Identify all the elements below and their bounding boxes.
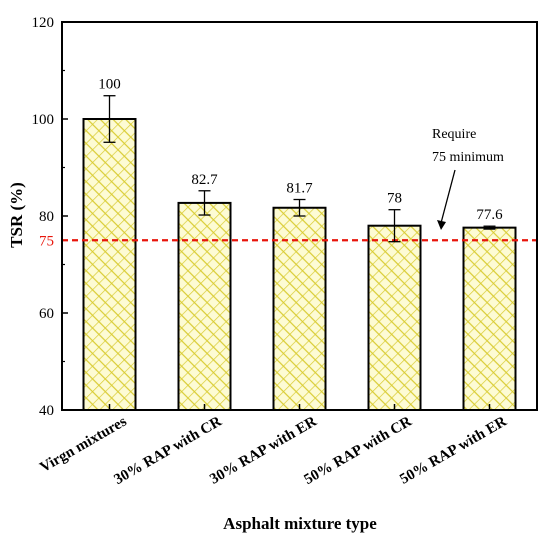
data-label: 100: [98, 77, 121, 93]
plot-area: 75 100 82.7 81.7 78 77.6 40 60 80 100 120 Virgn mix…: [32, 15, 538, 488]
data-label: 82.7: [191, 172, 218, 188]
y-tick-label: 80: [39, 209, 54, 225]
x-category-label: 30% RAP with CR: [111, 414, 224, 489]
annotation-line-1: Require: [432, 127, 476, 142]
bar: [462, 226, 517, 411]
y-axis-title: TSR (%): [7, 182, 26, 248]
x-category-label: 50% RAP with ER: [397, 414, 509, 488]
y-tick-label: 40: [39, 403, 54, 419]
bar: [177, 201, 232, 411]
annotation-arrow: [440, 169, 456, 224]
threshold-label: 75: [39, 233, 54, 249]
x-axis-title: Asphalt mixture type: [223, 514, 377, 533]
data-label: 77.6: [476, 207, 503, 223]
data-label: 81.7: [286, 181, 313, 197]
x-category-label: Virgn mixtures: [37, 414, 129, 476]
y-tick-label: 120: [32, 15, 55, 31]
x-category-label: 50% RAP with CR: [301, 414, 414, 489]
data-label: 78: [387, 191, 402, 207]
annotation-line-2: 75 minimum: [432, 150, 504, 165]
y-tick-label: 100: [32, 112, 55, 128]
y-tick-label: 60: [39, 306, 54, 322]
bar: [272, 206, 327, 411]
bar: [82, 118, 137, 411]
annotation-arrowhead: [437, 220, 446, 230]
bar: [367, 224, 422, 411]
